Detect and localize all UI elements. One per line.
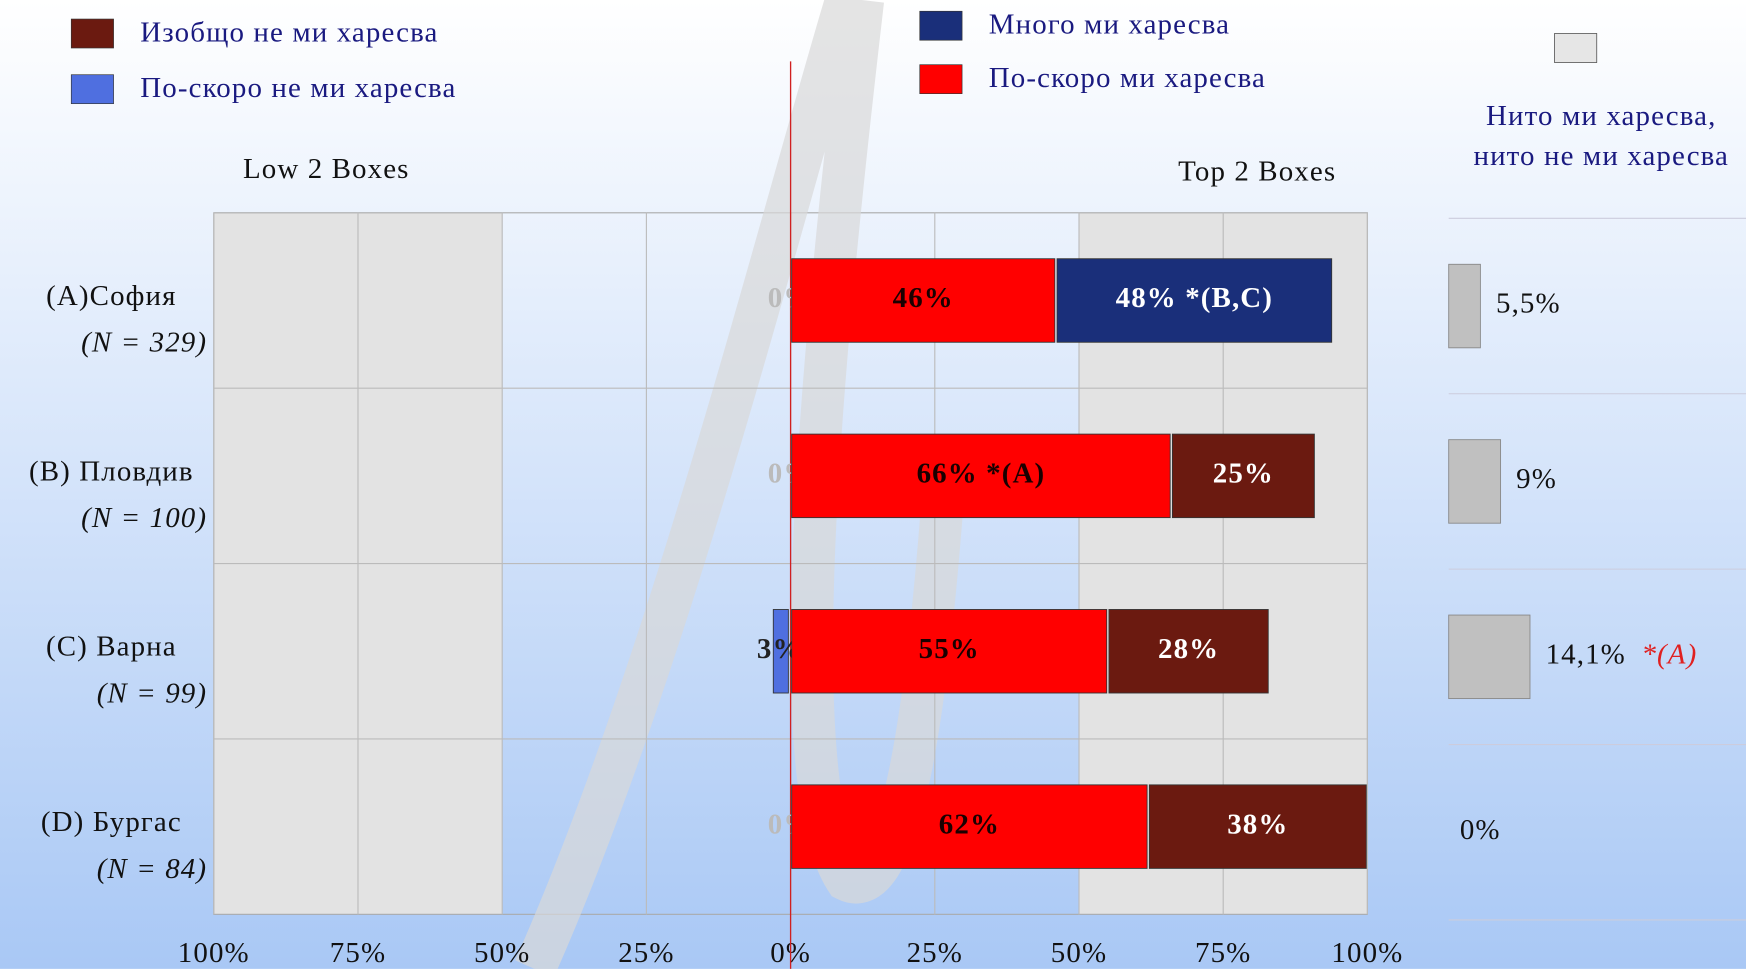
category-label: (C) Варна xyxy=(46,631,177,663)
category-note: (N = 99) xyxy=(97,677,207,709)
x-tick-label: 50% xyxy=(1051,937,1107,969)
x-tick-label: 100% xyxy=(178,937,250,969)
panel-title: Нито ми харесва, xyxy=(1486,100,1716,132)
category-note: (N = 100) xyxy=(81,502,207,534)
note: *(A) xyxy=(1641,638,1697,670)
bar xyxy=(1449,264,1481,348)
value-label: 5,5% xyxy=(1496,288,1561,320)
x-tick-label: 75% xyxy=(330,937,386,969)
legend-label: По-скоро не ми харесва xyxy=(140,72,456,104)
value-label: 62% xyxy=(939,808,1000,840)
annotation: Low 2 Boxes xyxy=(243,153,410,185)
panel-title: нито не ми харесва xyxy=(1473,140,1729,172)
x-tick-label: 50% xyxy=(474,937,530,969)
value-label: 0% xyxy=(1460,814,1501,846)
category-label: (A)София xyxy=(46,280,176,312)
value-label: 14,1% xyxy=(1546,638,1626,670)
category-note: (N = 329) xyxy=(81,327,207,359)
legend-swatch xyxy=(920,11,962,40)
legend-swatch xyxy=(71,19,113,48)
legend-label: Много ми харесва xyxy=(989,8,1230,40)
chart: Low 2 Boxes Top 2 Boxes 100% 75% 50% 25% 0% 2… xyxy=(0,0,1746,969)
bar xyxy=(1449,440,1501,524)
value-label: 46% xyxy=(893,282,954,314)
legend-swatch xyxy=(1554,34,1596,63)
annotation: Top 2 Boxes xyxy=(1178,155,1336,187)
legend-label: Изобщо не ми харесва xyxy=(140,16,438,48)
legend-swatch xyxy=(920,65,962,94)
value-label: 25% xyxy=(1213,458,1274,490)
value-label: 66% *(A) xyxy=(917,458,1046,490)
x-tick-label: 100% xyxy=(1331,937,1403,969)
value-label: 38% xyxy=(1227,808,1288,840)
legend-swatch xyxy=(71,75,113,104)
category-label: (D) Бургас xyxy=(41,806,182,838)
category-note: (N = 84) xyxy=(97,853,207,885)
x-tick-label: 25% xyxy=(907,937,963,969)
x-tick-label: 75% xyxy=(1195,937,1251,969)
value-label: 9% xyxy=(1516,463,1557,495)
value-label: 28% xyxy=(1158,633,1219,665)
bar xyxy=(1449,615,1530,699)
legend-label: По-скоро ми харесва xyxy=(989,62,1266,94)
value-label: 55% xyxy=(919,633,980,665)
category-label: (B) Пловдив xyxy=(29,455,194,487)
x-tick-label: 25% xyxy=(618,937,674,969)
value-label: 48% *(B,C) xyxy=(1116,282,1273,314)
